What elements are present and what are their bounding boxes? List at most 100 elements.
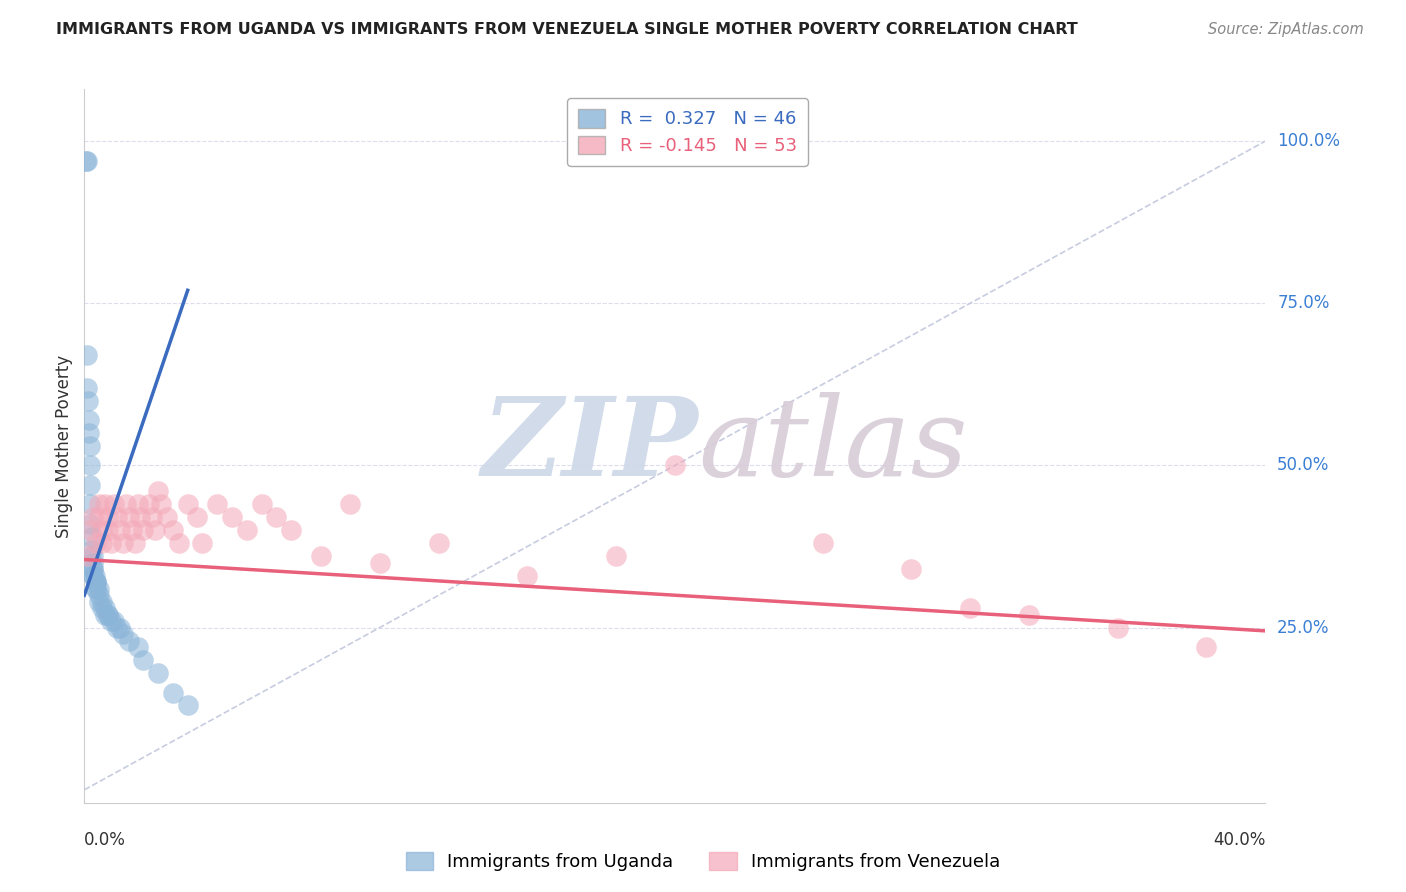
Point — [177, 698, 200, 713]
Point — [82, 556, 104, 570]
Point — [114, 497, 136, 511]
Point — [427, 536, 450, 550]
Point — [83, 568, 105, 582]
Point — [87, 588, 111, 602]
Point — [1107, 621, 1129, 635]
Legend: Immigrants from Uganda, Immigrants from Venezuela: Immigrants from Uganda, Immigrants from … — [398, 845, 1008, 879]
Point — [76, 549, 98, 564]
Point — [91, 601, 114, 615]
Text: Source: ZipAtlas.com: Source: ZipAtlas.com — [1208, 22, 1364, 37]
Text: 75.0%: 75.0% — [1277, 294, 1330, 312]
Point — [108, 524, 131, 538]
Point — [79, 516, 101, 531]
Point — [167, 536, 190, 550]
Point — [84, 575, 107, 590]
Point — [76, 153, 98, 168]
Point — [339, 497, 361, 511]
Point — [84, 536, 107, 550]
Point — [82, 562, 104, 576]
Point — [91, 524, 114, 538]
Text: 100.0%: 100.0% — [1277, 132, 1340, 150]
Point — [143, 524, 166, 538]
Point — [82, 568, 104, 582]
Point — [368, 556, 391, 570]
Point — [84, 575, 107, 590]
Point — [186, 510, 208, 524]
Point — [138, 497, 160, 511]
Point — [205, 497, 228, 511]
Point — [280, 524, 302, 538]
Point — [1195, 640, 1218, 654]
Point — [84, 582, 107, 596]
Point — [124, 536, 146, 550]
Point — [87, 497, 111, 511]
Point — [148, 666, 170, 681]
Point — [1018, 607, 1040, 622]
Point — [105, 621, 128, 635]
Point — [605, 549, 627, 564]
Point — [127, 497, 149, 511]
Point — [84, 575, 107, 590]
Point — [900, 562, 922, 576]
Point — [79, 497, 101, 511]
Point — [105, 510, 128, 524]
Point — [150, 497, 173, 511]
Point — [118, 633, 141, 648]
Text: 0.0%: 0.0% — [84, 831, 127, 849]
Point — [82, 510, 104, 524]
Point — [97, 607, 120, 622]
Point — [84, 582, 107, 596]
Point — [80, 530, 103, 544]
Text: 40.0%: 40.0% — [1213, 831, 1265, 849]
Point — [132, 524, 155, 538]
Point — [132, 653, 155, 667]
Point — [811, 536, 834, 550]
Point — [82, 549, 104, 564]
Legend: R =  0.327   N = 46, R = -0.145   N = 53: R = 0.327 N = 46, R = -0.145 N = 53 — [567, 98, 807, 166]
Point — [94, 607, 117, 622]
Point — [129, 510, 152, 524]
Point — [94, 497, 117, 511]
Point — [97, 510, 120, 524]
Point — [79, 478, 101, 492]
Point — [87, 582, 111, 596]
Point — [87, 510, 111, 524]
Point — [94, 601, 117, 615]
Point — [103, 497, 125, 511]
Point — [959, 601, 981, 615]
Point — [91, 595, 114, 609]
Point — [87, 595, 111, 609]
Text: IMMIGRANTS FROM UGANDA VS IMMIGRANTS FROM VENEZUELA SINGLE MOTHER POVERTY CORREL: IMMIGRANTS FROM UGANDA VS IMMIGRANTS FRO… — [56, 22, 1078, 37]
Text: 50.0%: 50.0% — [1277, 457, 1330, 475]
Point — [91, 536, 114, 550]
Point — [82, 568, 104, 582]
Point — [516, 568, 538, 582]
Point — [111, 536, 134, 550]
Point — [177, 497, 200, 511]
Point — [97, 524, 120, 538]
Point — [664, 458, 686, 473]
Point — [79, 439, 101, 453]
Point — [111, 627, 134, 641]
Text: atlas: atlas — [699, 392, 969, 500]
Point — [79, 458, 101, 473]
Point — [77, 425, 100, 440]
Point — [79, 524, 101, 538]
Point — [80, 542, 103, 557]
Y-axis label: Single Mother Poverty: Single Mother Poverty — [55, 354, 73, 538]
Point — [156, 510, 179, 524]
Point — [108, 621, 131, 635]
Point — [127, 640, 149, 654]
Point — [77, 413, 100, 427]
Point — [141, 510, 163, 524]
Text: 25.0%: 25.0% — [1277, 619, 1330, 637]
Point — [221, 510, 243, 524]
Point — [75, 153, 97, 168]
Point — [82, 562, 104, 576]
Point — [264, 510, 288, 524]
Point — [97, 607, 120, 622]
Point — [162, 524, 184, 538]
Point — [250, 497, 273, 511]
Point — [103, 614, 125, 628]
Point — [77, 393, 100, 408]
